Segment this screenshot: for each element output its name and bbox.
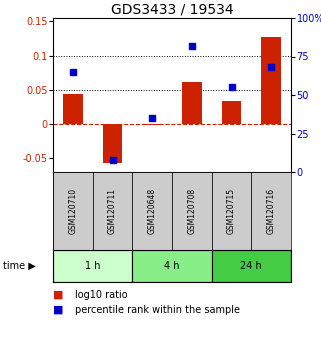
Text: GSM120711: GSM120711 [108, 188, 117, 234]
Bar [132, 250, 212, 282]
Text: 24 h: 24 h [240, 261, 262, 271]
Bar [261, 37, 281, 124]
Text: GSM120648: GSM120648 [148, 188, 157, 234]
Point [110, 157, 115, 162]
Text: 4 h: 4 h [164, 261, 180, 271]
Text: GSM120715: GSM120715 [227, 188, 236, 234]
Text: percentile rank within the sample: percentile rank within the sample [75, 305, 240, 315]
Point [229, 85, 234, 90]
Bar [103, 124, 122, 163]
Title: GDS3433 / 19534: GDS3433 / 19534 [111, 3, 233, 17]
Bar [212, 172, 251, 250]
Text: 1 h: 1 h [85, 261, 100, 271]
Bar [251, 172, 291, 250]
Text: ■: ■ [53, 290, 64, 300]
Text: GSM120716: GSM120716 [267, 188, 276, 234]
Bar [142, 124, 162, 125]
Bar [172, 172, 212, 250]
Bar [221, 101, 241, 124]
Point [150, 115, 155, 121]
Text: log10 ratio: log10 ratio [75, 290, 128, 300]
Point [189, 43, 195, 48]
Text: time ▶: time ▶ [3, 261, 36, 271]
Bar [63, 94, 83, 124]
Bar [53, 250, 132, 282]
Text: GSM120710: GSM120710 [68, 188, 77, 234]
Bar [53, 172, 93, 250]
Bar [182, 82, 202, 124]
Text: GSM120708: GSM120708 [187, 188, 196, 234]
Point [269, 64, 274, 70]
Bar [212, 250, 291, 282]
Bar [93, 172, 132, 250]
Bar [132, 172, 172, 250]
Text: ■: ■ [53, 305, 64, 315]
Point [70, 69, 75, 75]
